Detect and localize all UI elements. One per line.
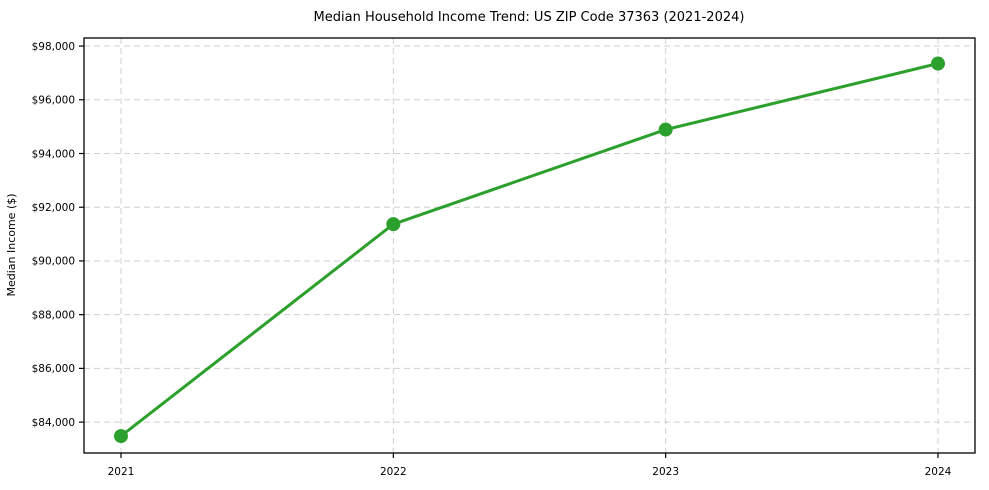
y-tick-label: $96,000 <box>32 95 75 107</box>
plot-border <box>83 37 976 454</box>
y-tick-label: $84,000 <box>32 417 75 429</box>
y-tick-label: $92,000 <box>32 202 75 214</box>
data-point-2024 <box>931 56 945 71</box>
data-point-2022 <box>386 217 401 232</box>
y-tick-label: $88,000 <box>32 309 75 321</box>
trend-line <box>119 62 940 438</box>
y-tick-label: $90,000 <box>32 256 75 268</box>
x-tick-label: 2022 <box>380 466 407 478</box>
data-point-2021 <box>114 429 128 444</box>
data-series <box>114 56 945 444</box>
y-axis-label: Median Income ($) <box>5 193 18 296</box>
data-point-2023 <box>658 122 673 137</box>
x-tick-label: 2023 <box>652 466 679 478</box>
y-tick-label: $98,000 <box>32 41 75 53</box>
axes <box>79 37 976 458</box>
y-tick-label: $94,000 <box>32 148 75 160</box>
tick-labels: $84,000 $86,000 $88,000 $90,000 $92,000 $94,0… <box>32 41 952 478</box>
x-tick-label: 2024 <box>925 466 952 478</box>
gridlines <box>84 38 975 453</box>
chart-title: Median Household Income Trend: US ZIP Co… <box>314 10 745 25</box>
y-tick-label: $86,000 <box>32 363 75 375</box>
x-tick-label: 2021 <box>108 466 135 478</box>
